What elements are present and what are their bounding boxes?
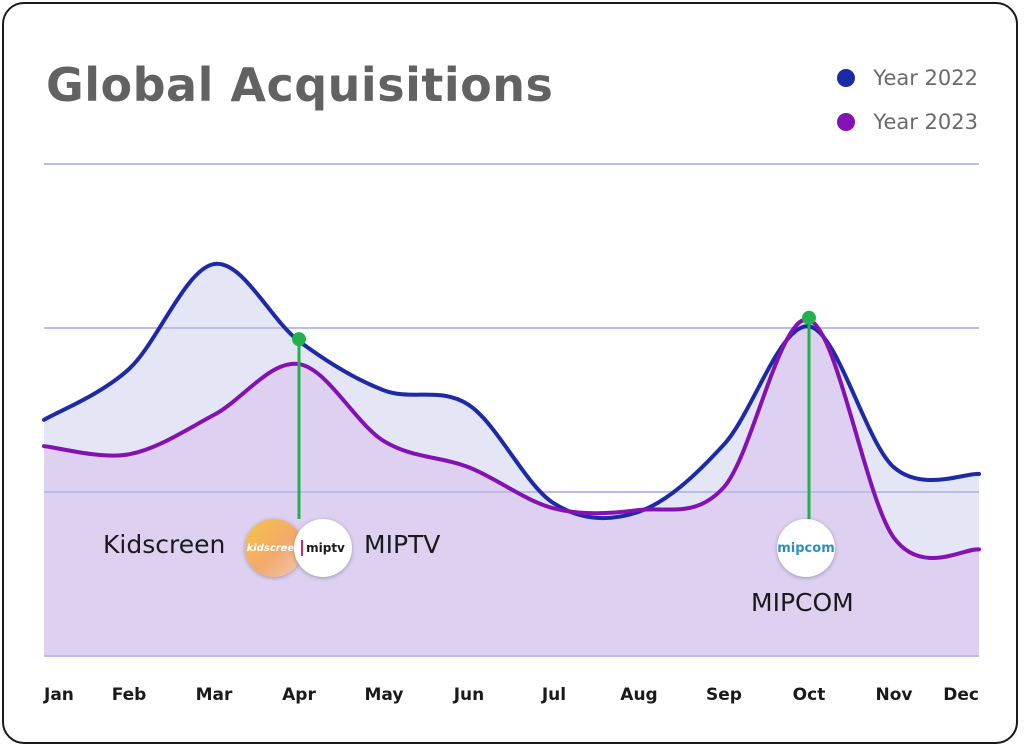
kidscreen-logo-text: kidscreen — [246, 542, 302, 554]
x-tick-label: Mar — [196, 685, 233, 705]
mipcom-logo-text: mipcom — [777, 540, 835, 556]
event-label-kidscreen: Kidscreen — [103, 530, 226, 559]
annotation-point-1 — [802, 310, 816, 325]
legend-item-2023: Year 2023 — [837, 100, 978, 144]
x-tick-label: Sep — [706, 685, 742, 705]
event-label-miptv: MIPTV — [364, 530, 441, 559]
x-tick-label: Nov — [876, 685, 913, 705]
series-line-1 — [42, 317, 981, 560]
kidscreen-logo: kidscreen — [245, 519, 303, 577]
x-tick-label: Dec — [943, 685, 979, 705]
legend-label-2023: Year 2023 — [873, 110, 978, 134]
x-tick-label: Aug — [620, 685, 657, 705]
miptv-logo-bar — [301, 540, 304, 556]
legend-dot-2022 — [837, 69, 856, 87]
x-tick-label: Jul — [541, 685, 566, 705]
mipcom-logo: mipcom — [777, 519, 835, 577]
annotation-point-0 — [292, 332, 306, 347]
x-tick-label: Jan — [43, 685, 74, 705]
legend-label-2022: Year 2022 — [873, 66, 978, 90]
chart-title: Global Acquisitions — [46, 58, 554, 112]
x-tick-label: May — [365, 685, 404, 705]
miptv-logo-mark: miptv — [301, 540, 345, 556]
miptv-logo: miptv — [294, 519, 352, 577]
chart-legend: Year 2022 Year 2023 — [837, 56, 978, 144]
x-tick-label: Apr — [282, 685, 316, 705]
x-tick-label: Oct — [793, 685, 826, 705]
legend-item-2022: Year 2022 — [837, 56, 978, 100]
event-label-mipcom: MIPCOM — [751, 588, 854, 617]
legend-dot-2023 — [837, 113, 856, 131]
x-tick-label: Jun — [453, 685, 485, 705]
miptv-logo-text: miptv — [306, 541, 345, 555]
x-tick-label: Feb — [112, 685, 147, 705]
